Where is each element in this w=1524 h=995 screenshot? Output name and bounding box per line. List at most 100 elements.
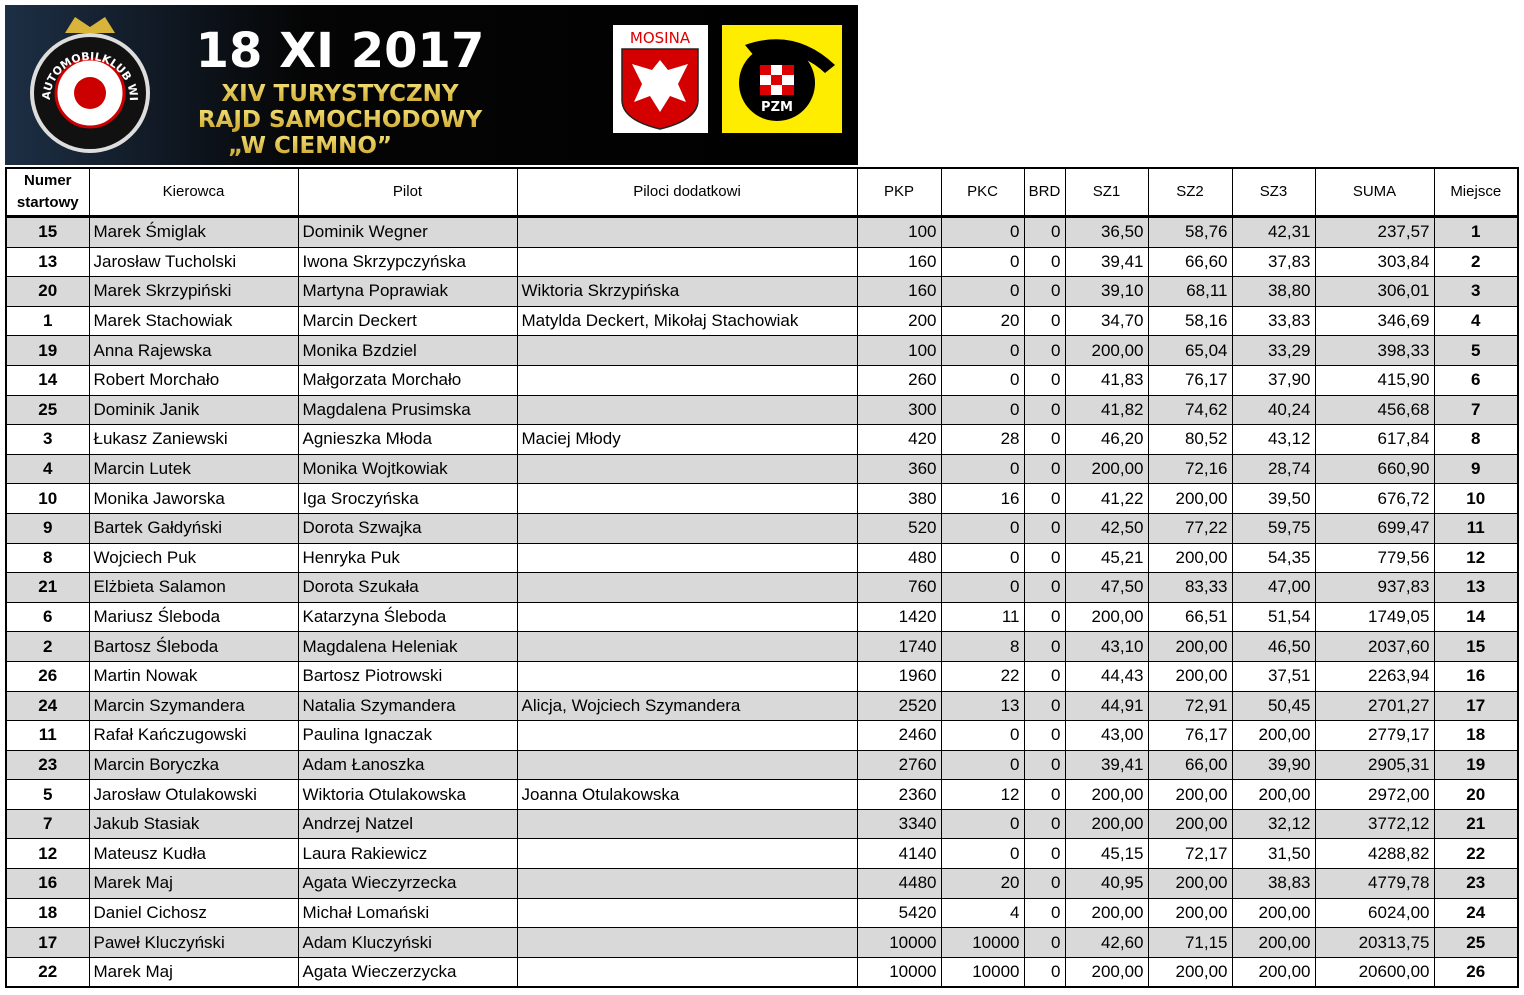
table-cell: 0 [1023,779,1066,810]
table-cell: 4 [5,454,90,485]
table-cell: 5420 [856,898,942,929]
table-cell: 42,50 [1064,513,1149,544]
table-cell: Adam Kluczyński [297,927,518,958]
table-cell: 0 [940,572,1025,603]
table-cell: 200,00 [1064,454,1149,485]
table-cell: 779,56 [1314,543,1435,574]
table-cell: 4480 [856,868,942,899]
column-header: Pilot [297,167,518,218]
table-cell [516,395,858,426]
table-cell: 37,51 [1231,661,1316,692]
table-cell: Maciej Młody [516,424,858,455]
table-cell: Marcin Deckert [297,306,518,337]
table-cell: 28 [940,424,1025,455]
table-cell: 200,00 [1231,779,1316,810]
table-cell: Agnieszka Młoda [297,424,518,455]
table-body: 15 Marek Śmiglak Dominik Wegner 100 0 0 36,50 5… [5,216,1519,988]
table-cell: Iga Sroczyńska [297,483,518,514]
table-cell: 72,91 [1147,691,1233,722]
table-cell: Wiktoria Otulakowska [297,779,518,810]
table-cell: 4288,82 [1314,838,1435,870]
table-cell: 46,20 [1064,424,1149,455]
table-row: 19 Anna Rajewska Monika Bzdziel 100 0 0 200,00… [5,335,1519,366]
table-cell: 1960 [856,661,942,692]
table-cell: 5 [5,779,90,810]
table-cell: 58,16 [1147,306,1233,337]
table-cell: 39,90 [1231,750,1316,781]
table-cell: 937,83 [1314,572,1435,603]
table-cell: 50,45 [1231,691,1316,722]
table-cell: Michał Lomański [297,898,518,929]
table-cell: 44,91 [1064,691,1149,722]
table-cell: 200,00 [1147,483,1233,514]
table-cell: Paweł Kluczyński [88,927,299,958]
table-cell: 456,68 [1314,395,1435,426]
table-cell [516,720,858,751]
table-cell: 8 [940,631,1025,662]
table-cell: 0 [940,335,1025,366]
table-row: 10 Monika Jaworska Iga Sroczyńska 380 16 0 41,… [5,483,1519,514]
table-cell: 22 [5,957,90,988]
table-cell: 17 [5,927,90,958]
table-cell: 0 [940,276,1025,307]
table-row: 24 Marcin Szymandera Natalia Szymandera Ali… [5,691,1519,722]
table-cell: Agata Wieczerzycka [297,957,518,988]
table-cell: 36,50 [1064,216,1149,248]
table-cell: 0 [1023,335,1066,366]
table-cell: 19 [1433,750,1519,781]
table-cell: 676,72 [1314,483,1435,514]
table-cell: 72,17 [1147,838,1233,870]
table-cell: 160 [856,247,942,278]
table-cell: Dominik Wegner [297,216,518,248]
table-cell: 200,00 [1064,335,1149,366]
table-cell: 3 [1433,276,1519,307]
table-cell: 77,22 [1147,513,1233,544]
table-cell: 41,22 [1064,483,1149,514]
table-cell: 26 [5,661,90,692]
table-cell: Małgorzata Morchało [297,365,518,396]
table-cell: 4 [940,898,1025,929]
table-cell: 21 [1433,809,1519,840]
table-cell: 4140 [856,838,942,870]
table-row: 11 Rafał Kańczugowski Paulina Ignaczak 2460… [5,720,1519,751]
table-cell: 13 [940,691,1025,722]
banner-line: RAJD SAMOCHODOWY [198,107,483,133]
table-cell: 18 [1433,720,1519,751]
table-cell: Marcin Szymandera [88,691,299,722]
table-cell: 0 [1023,306,1066,337]
table-cell: 398,33 [1314,335,1435,366]
table-cell: 300 [856,395,942,426]
table-cell: 480 [856,543,942,574]
table-cell: 20313,75 [1314,927,1435,958]
table-cell: 3 [5,424,90,455]
table-cell: 3772,12 [1314,809,1435,840]
table-cell: 200,00 [1147,868,1233,899]
header-row: Numer startowy Kierowca Pilot Piloci dodatk… [5,167,1519,218]
table-cell: 10000 [940,927,1025,958]
table-cell: 617,84 [1314,424,1435,455]
table-row: 17 Paweł Kluczyński Adam Kluczyński 10000 10… [5,927,1519,958]
table-cell [516,572,858,603]
table-row: 20 Marek Skrzypiński Martyna Poprawiak Wikt… [5,276,1519,307]
column-header: PKC [940,167,1025,218]
table-cell: 200,00 [1147,809,1233,840]
table-cell: 76,17 [1147,720,1233,751]
column-header: Miejsce [1433,167,1519,218]
table-cell: Dorota Szukała [297,572,518,603]
table-cell: 1420 [856,602,942,633]
table-row: 1 Marek Stachowiak Marcin Deckert Matylda D… [5,306,1519,337]
column-header: SUMA [1314,167,1435,218]
table-cell: 0 [940,750,1025,781]
table-cell: 260 [856,365,942,396]
table-cell: 12 [5,838,90,870]
table-cell [516,898,858,929]
table-cell: 59,75 [1231,513,1316,544]
table-cell: 7 [5,809,90,840]
table-cell: Łukasz Zaniewski [88,424,299,455]
table-cell: 20 [1433,779,1519,810]
table-cell: 0 [940,365,1025,396]
table-cell: 0 [1023,276,1066,307]
table-cell: 200,00 [1064,898,1149,929]
table-cell [516,838,858,870]
